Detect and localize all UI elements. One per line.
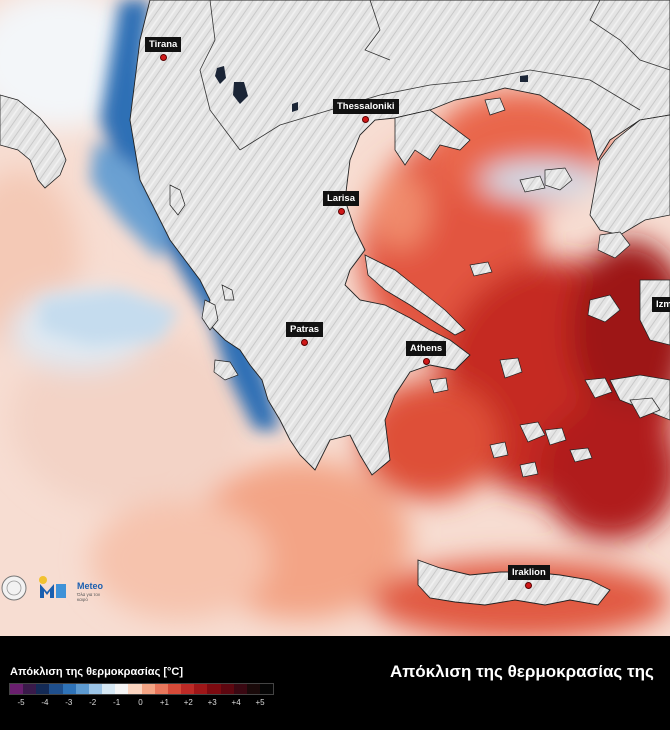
logo-graphics [1, 575, 66, 601]
legend-color-bar [9, 683, 274, 695]
footer-bar: Απόκλιση της θερμοκρασίας [°C] -5 -4 -3 -2-… [0, 636, 670, 730]
chalkidiki-land [394, 109, 471, 166]
legend-swatch [246, 684, 260, 694]
turkey-land [589, 114, 670, 421]
legend-swatch [259, 684, 274, 694]
city-label: Tirana [145, 37, 182, 52]
legend-swatch [36, 684, 50, 694]
city-dot [301, 339, 309, 346]
legend-tick-label: 0 [138, 698, 143, 707]
institution-seal-icon [1, 575, 27, 601]
sea-temperature-anomaly-map [0, 0, 670, 636]
legend-swatch [23, 684, 37, 694]
legend-swatch [49, 684, 63, 694]
city-label: Athens [406, 341, 447, 356]
meteo-m-icon [40, 584, 54, 598]
legend-tick-label: -5 [17, 698, 25, 707]
city-label: Izm [652, 297, 670, 312]
italy-land [0, 94, 67, 189]
sun-icon [39, 576, 47, 584]
legend-swatch [128, 684, 142, 694]
city-marker-iraklion: Iraklion [508, 565, 550, 589]
legend-tick-label: +5 [255, 698, 265, 707]
ionian-islands [169, 184, 239, 381]
legend-swatch [88, 684, 103, 694]
city-label: Iraklion [508, 565, 550, 580]
lakes [215, 66, 528, 112]
city-dot [525, 582, 533, 589]
legend-tick-label: -2 [89, 698, 97, 707]
city-dot [422, 358, 430, 365]
legend-swatch [207, 684, 221, 694]
legend-tick-label: -1 [113, 698, 121, 707]
legend-swatch [10, 684, 24, 694]
legend-tick-label: +4 [231, 698, 241, 707]
city-marker-tirana: Tirana [145, 37, 182, 61]
country-borders [199, 0, 670, 151]
balkan-greece-land [129, 0, 670, 476]
meteo-tagline: Όλα για τον καιρό [77, 592, 101, 602]
city-dot [362, 116, 370, 123]
legend-tick-label: +1 [159, 698, 169, 707]
city-label: Larisa [323, 191, 359, 206]
city-dot [159, 54, 167, 61]
legend-swatch [194, 684, 208, 694]
aegean-islands [429, 97, 661, 478]
legend-swatch [115, 684, 129, 694]
legend-swatch [233, 684, 247, 694]
city-label: Patras [286, 322, 324, 337]
city-marker-athens: Athens [406, 341, 447, 365]
legend-swatch [75, 684, 89, 694]
city-marker-larisa: Larisa [323, 191, 359, 215]
logos: Meteo Όλα για τον καιρό [0, 572, 110, 612]
meteo-brand: Meteo [77, 581, 104, 591]
legend-tick-label: -4 [41, 698, 49, 707]
legend-swatch [62, 684, 76, 694]
legend-title: Απόκλιση της θερμοκρασίας [°C] [10, 666, 184, 678]
legend-swatch [154, 684, 168, 694]
legend-swatch [102, 684, 116, 694]
legend-swatch [141, 684, 155, 694]
city-label: Thessaloniki [333, 99, 399, 114]
legend-swatch [220, 684, 234, 694]
city-marker-thessaloniki: Thessaloniki [333, 99, 399, 123]
legend-tick-label: +2 [183, 698, 193, 707]
legend-swatch [181, 684, 195, 694]
city-marker-izmir: Izm [652, 297, 670, 312]
legend-tick-label: -3 [65, 698, 73, 707]
city-marker-patras: Patras [286, 322, 324, 346]
legend-ticks: -5 -4 -3 -2 -1 0 +1 +2 +3 +4 +5 [9, 698, 272, 710]
euboea-land [364, 254, 466, 336]
sea-anomaly-field [0, 0, 670, 636]
legend-tick-label: +3 [207, 698, 217, 707]
city-dot [337, 208, 345, 215]
crete-land [417, 559, 611, 606]
headline-title: Απόκλιση της θερμοκρασίας της [390, 662, 654, 681]
legend-swatch [167, 684, 182, 694]
